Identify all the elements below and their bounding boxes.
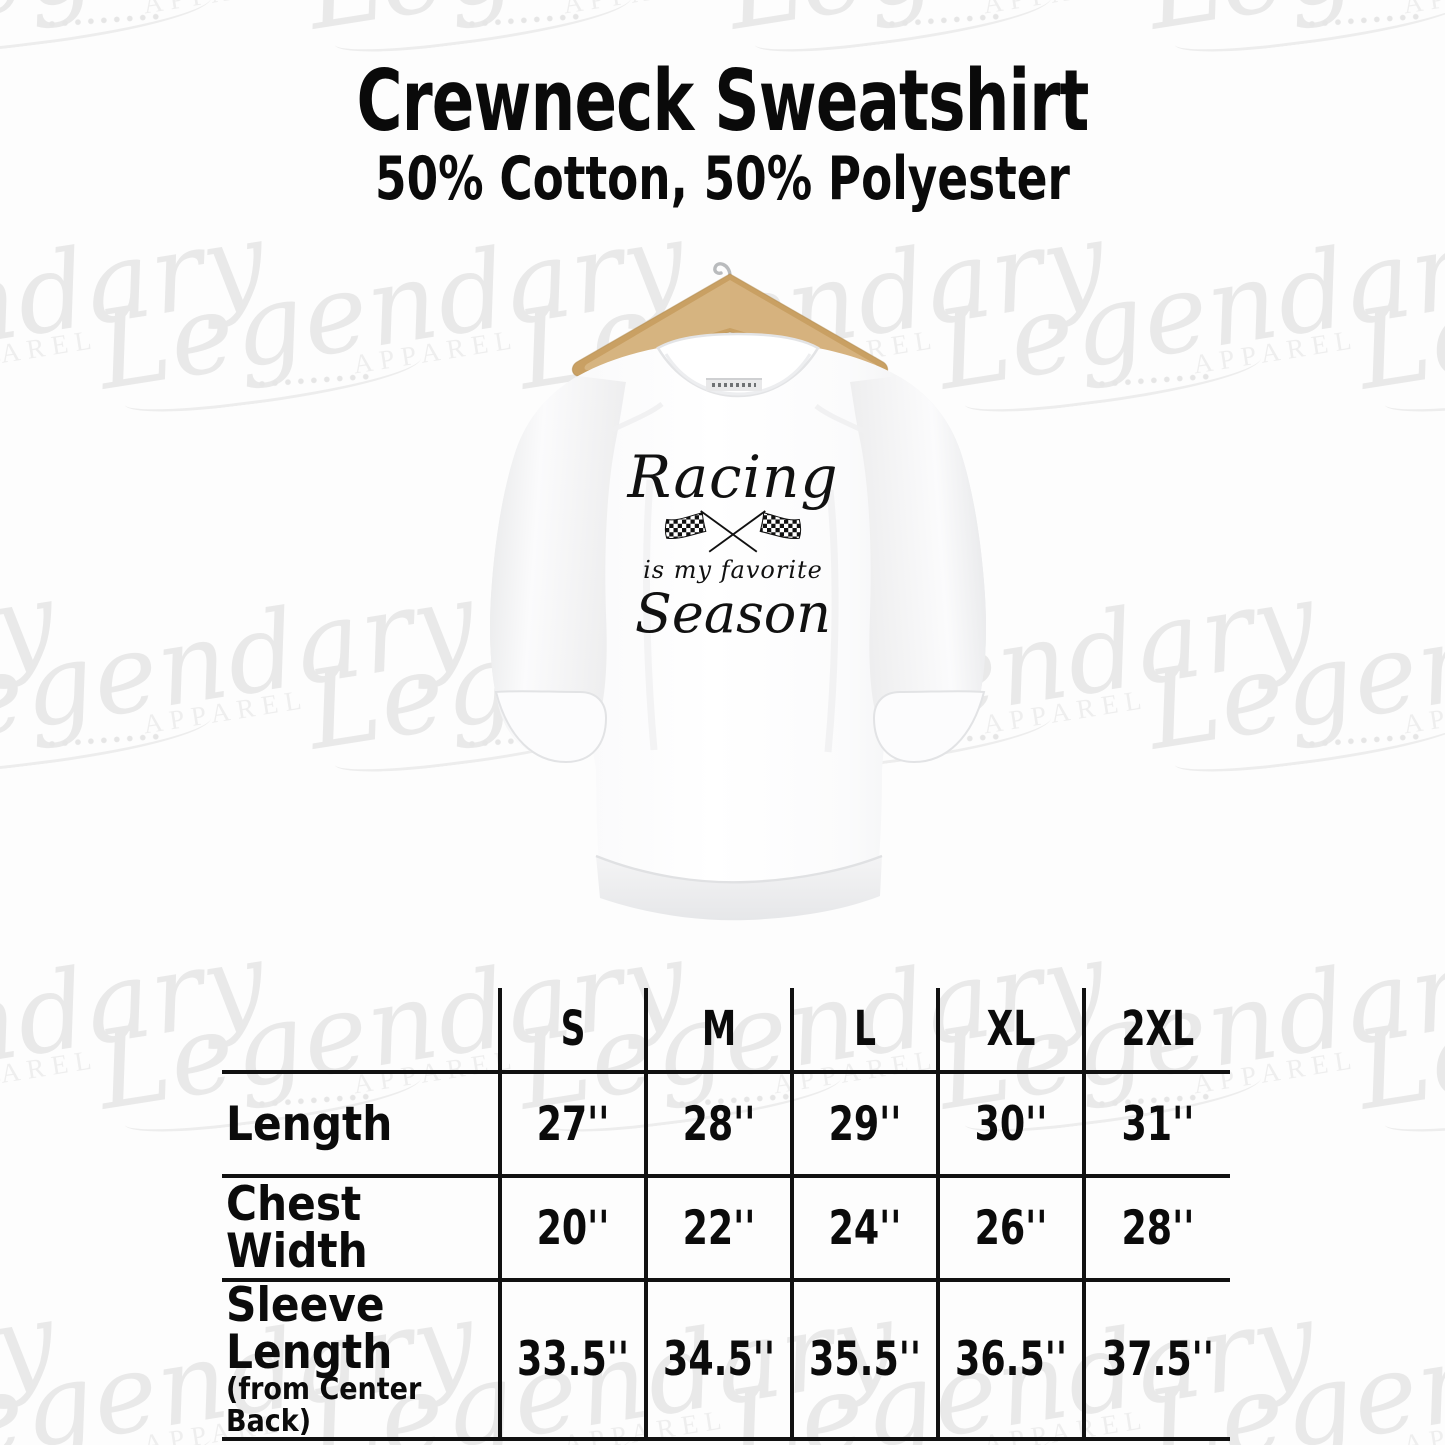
watermark-swoosh xyxy=(0,1060,5,1140)
size-chart-header: S M L XL 2XL xyxy=(222,988,1230,1072)
watermark-word: Legendary xyxy=(0,0,484,55)
table-row: Sleeve Length (from Center Back) 33.5'' … xyxy=(222,1278,1230,1441)
size-chart-table: S M L XL 2XL Length 27'' 28'' 29'' 30'' … xyxy=(222,988,1230,1441)
watermark-dots xyxy=(45,729,166,752)
watermark-word: Legendary xyxy=(719,0,1325,55)
watermark-word: Legendary xyxy=(0,558,65,775)
watermark-sub: APPAREL xyxy=(1191,323,1361,380)
cell-chest-m: 22'' xyxy=(654,1174,782,1280)
watermark-swoosh xyxy=(751,0,1055,60)
cell-chest-2xl: 28'' xyxy=(1092,1174,1220,1280)
watermark-word: Legendary xyxy=(299,0,905,55)
watermark-dots xyxy=(1305,9,1426,32)
table-header-row: S M L XL 2XL xyxy=(222,988,1230,1072)
watermark-sub: APPAREL xyxy=(1401,683,1445,740)
watermark-sub: APPAREL xyxy=(141,0,485,20)
header-size-l: L xyxy=(804,988,924,1072)
watermark-swoosh xyxy=(1171,0,1445,60)
watermark-sub: APPAREL xyxy=(0,323,101,380)
cell-sleeve-m: 34.5'' xyxy=(654,1278,782,1441)
cell-sleeve-l: 35.5'' xyxy=(800,1278,928,1441)
watermark-sub: APPAREL xyxy=(0,656,65,740)
watermark-swoosh xyxy=(0,340,5,420)
cell-length-xl: 30'' xyxy=(946,1070,1074,1176)
watermark-dots xyxy=(1305,729,1426,752)
row-label-text: Length xyxy=(226,1096,393,1152)
cell-length-s: 27'' xyxy=(508,1070,636,1176)
watermark-sub: APPAREL xyxy=(0,1376,65,1445)
row-label-text: Sleeve Length xyxy=(226,1278,393,1380)
watermark-dots xyxy=(255,369,376,392)
watermark-swoosh xyxy=(0,0,215,60)
cell-length-l: 29'' xyxy=(800,1070,928,1176)
watermark-word: Legendary xyxy=(1348,198,1445,415)
cell-sleeve-xl: 36.5'' xyxy=(946,1278,1074,1441)
cell-length-2xl: 31'' xyxy=(1092,1070,1220,1176)
watermark-word: Legendary xyxy=(0,198,275,415)
row-label-chest-width: Chest Width xyxy=(222,1174,500,1280)
print-line-season: Season xyxy=(634,582,832,645)
print-line-racing: Racing xyxy=(627,443,839,511)
header-corner xyxy=(250,988,472,1072)
watermark-swoosh xyxy=(1171,700,1445,780)
watermark-swoosh xyxy=(1381,340,1445,420)
cell-chest-l: 24'' xyxy=(800,1174,928,1280)
watermark-sub: APPAREL xyxy=(1401,0,1445,20)
header-size-xl: XL xyxy=(950,988,1070,1072)
watermark-sub: APPAREL xyxy=(0,0,65,20)
page-subtitle: 50% Cotton, 50% Polyester xyxy=(375,143,1070,214)
neck-label xyxy=(706,378,762,391)
page-title: Crewneck Sweatshirt xyxy=(356,52,1089,151)
header-size-m: M xyxy=(658,988,778,1072)
cell-chest-xl: 26'' xyxy=(946,1174,1074,1280)
watermark-word: Legendary xyxy=(1139,0,1445,55)
watermark-swoosh xyxy=(0,1420,215,1445)
watermark-dots xyxy=(885,9,1006,32)
cell-sleeve-2xl: 37.5'' xyxy=(1092,1278,1220,1441)
watermark-sub: APPAREL xyxy=(1401,1403,1445,1445)
watermark-swoosh xyxy=(331,0,635,60)
row-label-sleeve-length: Sleeve Length (from Center Back) xyxy=(222,1278,500,1441)
row-label-length: Length xyxy=(222,1070,500,1176)
table-row: Chest Width 20'' 22'' 24'' 26'' 28'' xyxy=(222,1174,1230,1280)
watermark-dots xyxy=(465,9,586,32)
watermark-dots xyxy=(1095,369,1216,392)
watermark-sub: APPAREL xyxy=(561,0,905,20)
watermark-dots xyxy=(45,9,166,32)
watermark-word: Legendary xyxy=(0,1278,65,1445)
print-line-ismyfavorite: is my favorite xyxy=(643,556,823,584)
row-label-sublabel: (from Center Back) xyxy=(226,1372,422,1439)
watermark-word: Legendary xyxy=(1348,918,1445,1135)
checkered-flags-icon xyxy=(588,500,878,558)
cell-sleeve-s: 33.5'' xyxy=(508,1278,636,1441)
row-label-text: Chest Width xyxy=(226,1177,368,1279)
shirt-print-design: Racing is my favorite Seas xyxy=(588,448,878,663)
table-row: Length 27'' 28'' 29'' 30'' 31'' xyxy=(222,1070,1230,1176)
size-chart-body: Length 27'' 28'' 29'' 30'' 31'' Chest Wi… xyxy=(222,1070,1230,1441)
watermark-word: Legendary xyxy=(0,0,64,55)
watermark-word: Legendary xyxy=(1138,558,1445,775)
header-size-2xl: 2XL xyxy=(1096,988,1216,1072)
header-block: Crewneck Sweatshirt 50% Cotton, 50% Poly… xyxy=(0,52,1445,214)
watermark-swoosh xyxy=(121,340,425,420)
cell-length-m: 28'' xyxy=(654,1070,782,1176)
header-size-s: S xyxy=(512,988,632,1072)
watermark-swoosh xyxy=(0,700,215,780)
watermark-swoosh xyxy=(1381,1060,1445,1140)
watermark-sub: APPAREL xyxy=(981,0,1325,20)
cell-chest-s: 20'' xyxy=(508,1174,636,1280)
